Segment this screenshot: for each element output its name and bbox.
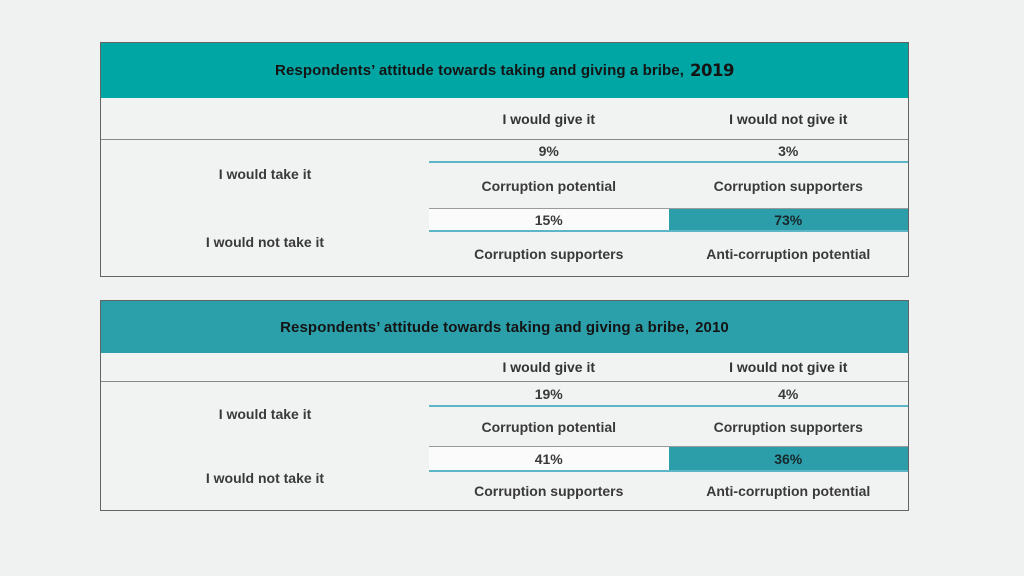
table-2019-header-band: Respondents’ attitude towards taking and… — [101, 43, 908, 98]
caption-subrow: Corruption potential Corruption supporte… — [429, 407, 908, 446]
row-label: I would not take it — [205, 234, 325, 250]
caption-cell: Anti-corruption potential — [706, 483, 871, 499]
column-header-row: I would give it I would not give it — [101, 353, 908, 382]
row-data-area: 41% 36% Corruption supporters Anti-corru… — [429, 446, 908, 510]
column-header-row: I would give it I would not give it — [101, 98, 908, 140]
col-header-give: I would give it — [502, 110, 596, 127]
row-label: I would take it — [218, 166, 312, 182]
percent-cell: 19% — [429, 382, 669, 407]
row-label-spacer — [101, 98, 429, 139]
caption-subrow: Corruption potential Corruption supporte… — [429, 163, 908, 208]
table-2019: Respondents’ attitude towards taking and… — [100, 42, 909, 277]
table-row-take: I would take it 19% 4% Corruption potent… — [101, 382, 908, 446]
percent-subrow: 19% 4% — [429, 382, 908, 407]
caption-cell: Corruption potential — [481, 177, 617, 194]
percent-cell: 4% — [668, 382, 908, 407]
row-label-spacer — [101, 353, 429, 381]
caption-cell: Corruption supporters — [713, 177, 863, 194]
percent-cell-highlighted: 73% — [668, 209, 908, 232]
table-year: 2019 — [690, 61, 734, 80]
col-header-not-give: I would not give it — [729, 110, 848, 127]
row-data-area: 9% 3% Corruption potential Corruption su… — [429, 140, 908, 208]
row-data-area: 15% 73% Corruption supporters Anti-corru… — [429, 208, 908, 276]
percent-cell: 15% — [429, 209, 669, 232]
caption-cell: Corruption supporters — [713, 418, 863, 435]
table-year: 2010 — [695, 318, 729, 336]
table-row-not-take: I would not take it 15% 73% Corruption s… — [101, 208, 908, 276]
table-title: Respondents’ attitude towards taking and… — [275, 62, 685, 79]
caption-cell: Anti-corruption potential — [706, 246, 871, 262]
row-data-area: 19% 4% Corruption potential Corruption s… — [429, 382, 908, 446]
caption-cell: Corruption potential — [481, 418, 617, 435]
table-2010: Respondents’ attitude towards taking and… — [100, 300, 909, 511]
col-header-give: I would give it — [502, 359, 596, 375]
percent-cell: 41% — [429, 447, 669, 472]
table-2010-header-band: Respondents’ attitude towards taking and… — [101, 301, 908, 353]
col-header-not-give: I would not give it — [729, 359, 848, 375]
percent-cell: 3% — [668, 140, 908, 163]
caption-subrow: Corruption supporters Anti-corruption po… — [429, 232, 908, 276]
caption-subrow: Corruption supporters Anti-corruption po… — [429, 472, 908, 510]
table-title: Respondents’ attitude towards taking and… — [280, 318, 690, 336]
percent-subrow: 41% 36% — [429, 446, 908, 472]
percent-cell: 9% — [429, 140, 669, 163]
table-row-not-take: I would not take it 41% 36% Corruption s… — [101, 446, 908, 510]
percent-cell-highlighted: 36% — [668, 447, 908, 472]
row-label: I would take it — [218, 406, 312, 422]
table-row-take: I would take it 9% 3% Corruption potenti… — [101, 140, 908, 208]
caption-cell: Corruption supporters — [474, 483, 624, 499]
percent-subrow: 9% 3% — [429, 140, 908, 163]
percent-subrow: 15% 73% — [429, 208, 908, 232]
caption-cell: Corruption supporters — [474, 246, 624, 262]
row-label: I would not take it — [205, 470, 325, 486]
